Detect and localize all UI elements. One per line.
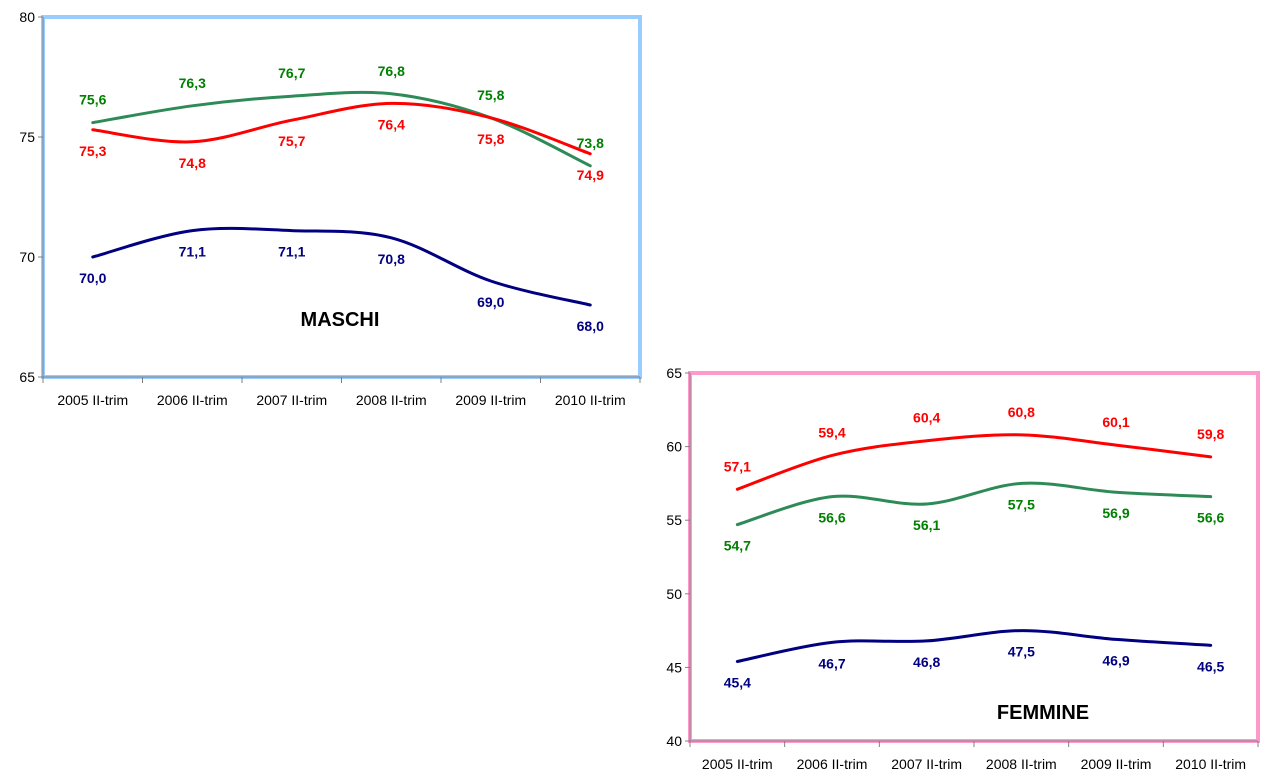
femmine-data-label: 46,7: [818, 655, 845, 671]
maschi-data-label: 71,1: [179, 244, 206, 260]
maschi-series-line-1: [91, 101, 592, 156]
femmine-data-label: 57,1: [724, 458, 751, 474]
maschi-data-label: 76,4: [378, 116, 405, 132]
femmine-y-tick-label: 45: [666, 659, 682, 675]
maschi-data-label: 75,7: [278, 133, 305, 149]
maschi-y-tick-label: 80: [19, 9, 35, 25]
maschi-x-tick-label: 2008 II-trim: [356, 392, 427, 408]
femmine-series-line-2: [735, 629, 1213, 664]
femmine-y-tick-label: 55: [666, 512, 682, 528]
maschi-data-label: 71,1: [278, 244, 305, 260]
femmine-data-label: 56,9: [1102, 505, 1129, 521]
maschi-data-label: 75,6: [79, 92, 106, 108]
femmine-data-label: 59,8: [1197, 426, 1224, 442]
maschi-x-tick-label: 2005 II-trim: [57, 392, 128, 408]
maschi-data-label: 75,8: [477, 131, 504, 147]
femmine-x-tick-label: 2007 II-trim: [891, 756, 962, 772]
femmine-data-label: 56,6: [818, 510, 845, 526]
femmine-data-label: 59,4: [818, 424, 845, 440]
maschi-x-tick-label: 2010 II-trim: [555, 392, 626, 408]
femmine-x-tick-label: 2008 II-trim: [986, 756, 1057, 772]
maschi-y-tick-label: 65: [19, 369, 35, 385]
femmine-data-label: 47,5: [1008, 644, 1035, 660]
maschi-series-line-2: [91, 226, 592, 307]
femmine-chart: 40 45 50 55 60 65 2005 II-trim 2006 II-trim 2007…: [666, 365, 1260, 772]
femmine-series-line-0: [735, 433, 1213, 491]
femmine-series-line-1: [735, 481, 1213, 527]
femmine-x-tick-label: 2010 II-trim: [1175, 756, 1246, 772]
maschi-chart-title: MASCHI: [301, 309, 380, 331]
maschi-x-tick-label: 2006 II-trim: [157, 392, 228, 408]
maschi-data-label: 70,0: [79, 270, 106, 286]
femmine-y-tick-label: 60: [666, 439, 682, 455]
femmine-x-tick-label: 2009 II-trim: [1081, 756, 1152, 772]
maschi-data-label: 70,8: [378, 251, 405, 267]
femmine-chart-title: FEMMINE: [997, 702, 1089, 724]
femmine-data-label: 57,5: [1008, 496, 1035, 512]
femmine-data-label: 60,4: [913, 410, 940, 426]
maschi-data-label: 75,3: [79, 143, 106, 159]
maschi-chart: 65 70 75 80 2005 II-trim 2006 II-trim 2007 II-…: [19, 9, 642, 408]
femmine-data-label: 54,7: [724, 538, 751, 554]
femmine-data-label: 46,9: [1102, 652, 1129, 668]
maschi-data-label: 76,7: [278, 65, 305, 81]
femmine-data-label: 60,8: [1008, 404, 1035, 420]
maschi-data-label: 69,0: [477, 294, 504, 310]
femmine-y-tick-label: 65: [666, 365, 682, 381]
maschi-data-label: 74,8: [179, 155, 206, 171]
femmine-data-label: 56,6: [1197, 510, 1224, 526]
maschi-y-tick-label: 75: [19, 129, 35, 145]
maschi-data-label: 76,8: [378, 63, 405, 79]
femmine-x-tick-label: 2005 II-trim: [702, 756, 773, 772]
maschi-data-label: 75,8: [477, 87, 504, 103]
maschi-data-label: 74,9: [577, 167, 604, 183]
maschi-x-tick-label: 2009 II-trim: [455, 392, 526, 408]
femmine-data-label: 60,1: [1102, 414, 1129, 430]
maschi-data-label: 73,8: [577, 135, 604, 151]
femmine-y-tick-label: 40: [666, 733, 682, 749]
femmine-data-label: 45,4: [724, 675, 751, 691]
maschi-x-tick-label: 2007 II-trim: [256, 392, 327, 408]
femmine-plot-frame: [688, 371, 1260, 743]
maschi-data-label: 68,0: [577, 318, 604, 334]
femmine-data-label: 46,8: [913, 654, 940, 670]
femmine-x-tick-label: 2006 II-trim: [797, 756, 868, 772]
femmine-y-tick-label: 50: [666, 586, 682, 602]
maschi-y-tick-label: 70: [19, 249, 35, 265]
femmine-data-label: 56,1: [913, 517, 940, 533]
femmine-data-label: 46,5: [1197, 658, 1224, 674]
maschi-series-line-0: [91, 90, 592, 168]
maschi-data-label: 76,3: [179, 75, 206, 91]
